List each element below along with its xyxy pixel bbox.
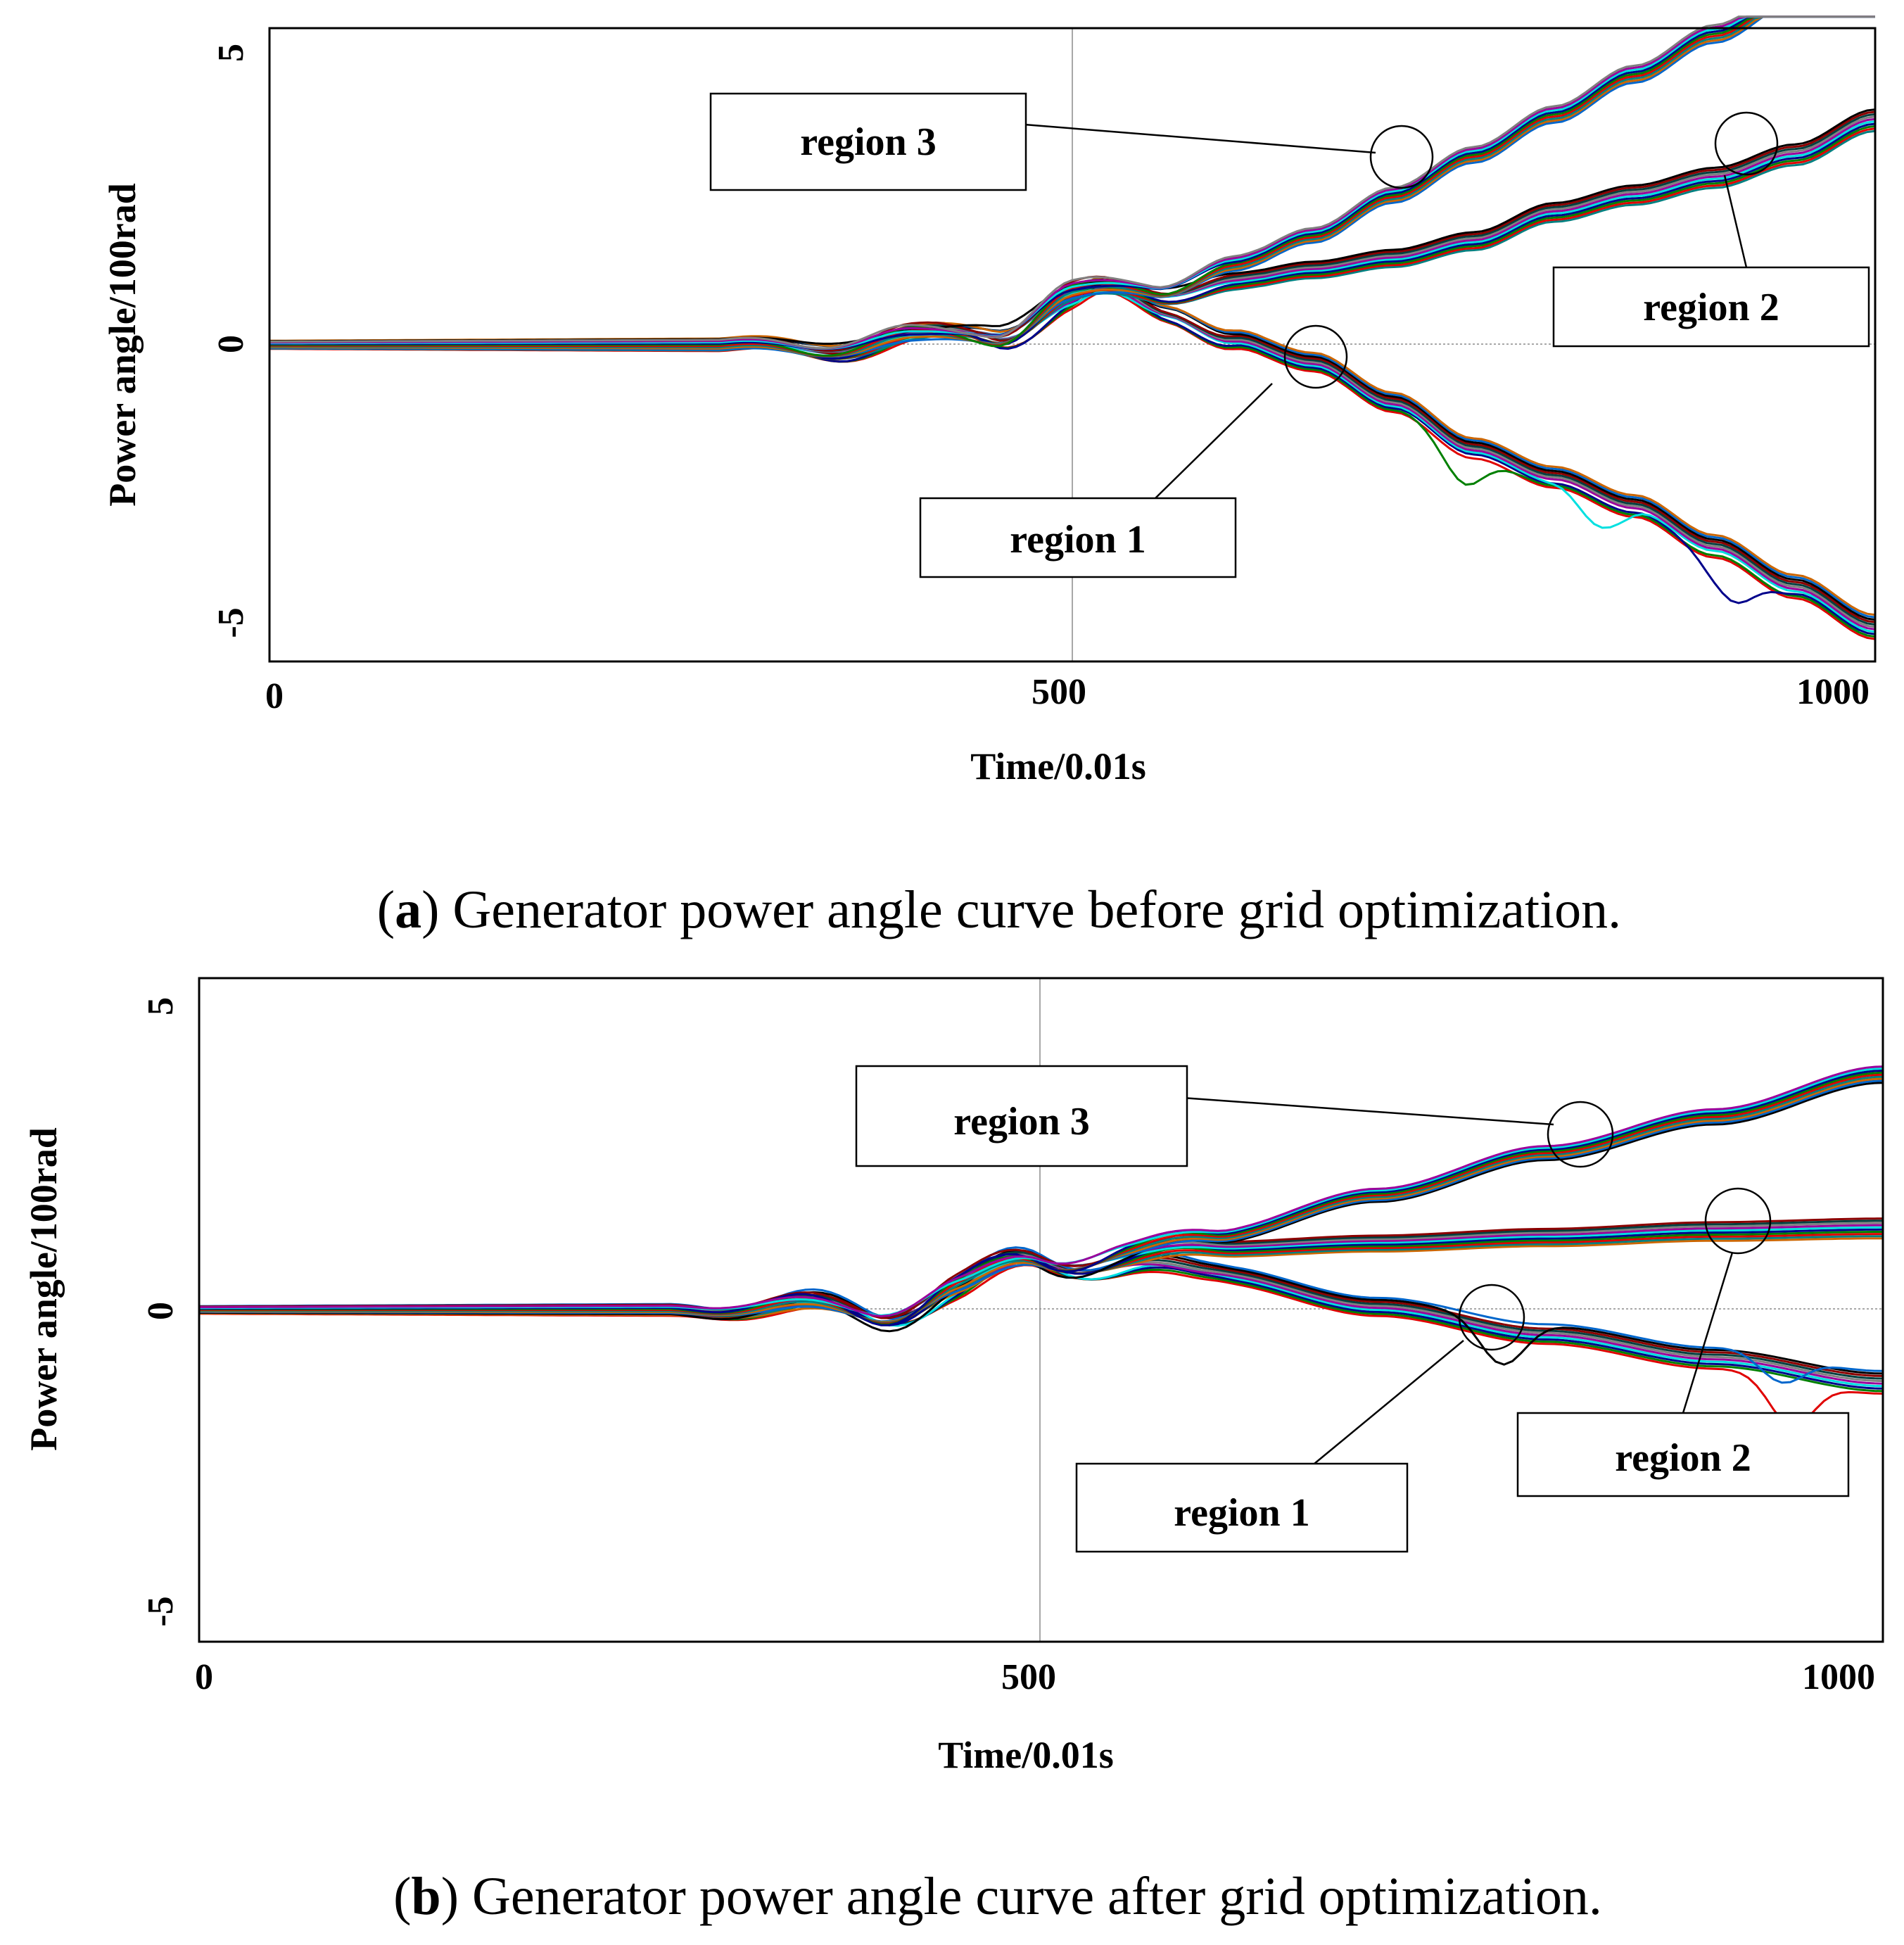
y-tick-label: -5: [141, 1596, 181, 1626]
panel-b: region 3 region 2 region 1 0 500 1000 5 …: [23, 977, 1884, 1926]
series-line-region-1: [199, 1255, 1884, 1388]
series-line-region-1: [199, 1260, 1884, 1393]
marker-circle-region-3: [1547, 1101, 1614, 1168]
x-tick-label: 1000: [1796, 672, 1870, 712]
annotation-region-1: region 1: [919, 497, 1237, 578]
series-line-region-3: [269, 15, 1875, 350]
x-axis-label: Time/0.01s: [970, 745, 1146, 787]
y-axis-label: Power angle/100rad: [23, 1127, 65, 1450]
y-tick-label: 0: [211, 335, 251, 353]
series-a: [269, 15, 1876, 640]
series-line-region-1: [199, 1255, 1884, 1380]
leader-line-region-3: [1024, 123, 1376, 154]
caption-b: (b) Generator power angle curve after gr…: [393, 1867, 1602, 1926]
x-tick-label: 0: [265, 676, 284, 716]
y-tick-label: 5: [211, 44, 251, 62]
series-line-region-3: [269, 15, 1875, 350]
marker-circle-region-1: [1458, 1284, 1525, 1351]
panel-a: region 3 region 2 region 1 0 500 1000 5 …: [101, 15, 1877, 939]
y-tick-label: 5: [141, 997, 181, 1015]
x-tick-label: 0: [195, 1657, 213, 1697]
annotation-label: region 3: [953, 1100, 1089, 1143]
y-tick-label: 0: [141, 1302, 181, 1320]
x-tick-label: 500: [1001, 1657, 1056, 1697]
y-axis-label: Power angle/100rad: [101, 183, 144, 506]
leader-line-region-2: [1682, 1252, 1734, 1414]
x-axis-label: Time/0.01s: [938, 1734, 1114, 1776]
annotation-region-2: region 2: [1516, 1412, 1850, 1497]
annotation-label: region 2: [1615, 1436, 1751, 1480]
series-line-region-3: [199, 1065, 1884, 1318]
marker-circle-region-3: [1369, 125, 1434, 189]
series-line-region-1: [199, 1257, 1884, 1383]
marker-circle-region-2: [1704, 1187, 1772, 1255]
leader-line-region-3: [1181, 1096, 1554, 1126]
x-tick-label: 500: [1032, 672, 1086, 712]
series-line-region-1: [199, 1257, 1884, 1390]
plot-frame: [198, 977, 1884, 1643]
x-tick-label: 1000: [1802, 1657, 1875, 1697]
annotation-region-2: region 2: [1552, 266, 1870, 348]
leader-line-region-1: [1155, 383, 1273, 499]
y-tick-label: -5: [211, 607, 251, 638]
annotation-region-3: region 3: [855, 1065, 1188, 1167]
annotation-region-1: region 1: [1075, 1462, 1409, 1553]
series-b: [198, 1065, 1884, 1428]
marker-circle-region-1: [1283, 324, 1348, 389]
plot-frame: [268, 27, 1877, 663]
series-line-region-1: [199, 1260, 1884, 1385]
leader-line-region-2: [1723, 175, 1748, 268]
annotation-label: region 1: [1174, 1491, 1309, 1535]
annotation-region-3: region 3: [709, 92, 1027, 191]
annotation-label: region 2: [1643, 286, 1779, 329]
annotation-label: region 3: [800, 120, 936, 164]
leader-line-region-1: [1314, 1340, 1464, 1464]
caption-a: (a) Generator power angle curve before g…: [377, 880, 1621, 939]
marker-circle-region-2: [1714, 111, 1779, 176]
annotation-label: region 1: [1010, 518, 1145, 562]
